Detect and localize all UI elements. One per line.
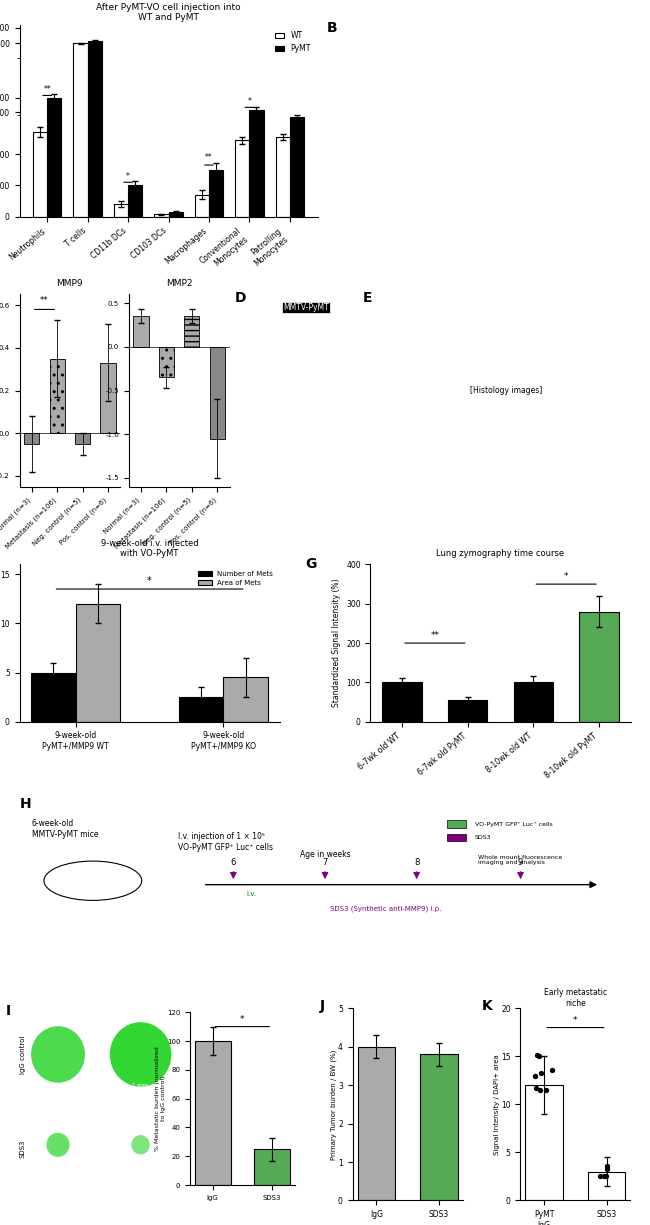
Bar: [447, 821, 465, 828]
Bar: [209, 170, 223, 217]
Text: MMTV-PyMT: MMTV-PyMT: [283, 303, 329, 312]
Text: SDS3 (Synthetic anti-MMP9) i.p.: SDS3 (Synthetic anti-MMP9) i.p.: [330, 905, 442, 913]
Legend: WT, PyMT: WT, PyMT: [272, 28, 314, 56]
Text: 6-week-old
MMTV-PyMT mice: 6-week-old MMTV-PyMT mice: [32, 820, 98, 839]
Point: [594, 1166, 604, 1186]
Text: *: *: [126, 172, 130, 180]
Bar: [250, 110, 263, 217]
Bar: [358, 1047, 395, 1200]
Bar: [75, 604, 120, 722]
Bar: [73, 43, 88, 217]
Bar: [420, 1055, 458, 1200]
Text: [Histology images]: [Histology images]: [470, 386, 543, 394]
Y-axis label: Primary Tumor burden / BW (%): Primary Tumor burden / BW (%): [330, 1050, 337, 1160]
Point: [529, 1066, 539, 1085]
Text: i.v.: i.v.: [246, 892, 257, 898]
Bar: [88, 42, 102, 217]
Text: 9: 9: [518, 858, 523, 867]
Text: [Fluorescence
image]: [Fluorescence image]: [280, 381, 333, 401]
Point: [541, 1080, 551, 1100]
Text: B  [Flow + IHC images]: B [Flow + IHC images]: [433, 116, 530, 125]
Bar: [47, 98, 61, 217]
Text: 8: 8: [414, 858, 419, 867]
Bar: [33, 131, 47, 217]
Title: After PyMT-VO cell injection into
WT and PyMT: After PyMT-VO cell injection into WT and…: [96, 2, 241, 22]
Text: **: **: [44, 86, 51, 94]
Y-axis label: Standardized Signal Intensity (%): Standardized Signal Intensity (%): [332, 578, 341, 707]
Text: B: B: [326, 21, 337, 34]
Text: G: G: [306, 556, 317, 571]
Text: I: I: [6, 1004, 11, 1018]
Bar: [114, 205, 128, 217]
Title: Early metastatic
niche: Early metastatic niche: [544, 989, 607, 1008]
Text: *: *: [573, 1016, 578, 1024]
Text: 7: 7: [322, 858, 328, 867]
Point: [530, 1078, 541, 1098]
Bar: [224, 677, 268, 722]
Text: K: K: [482, 998, 493, 1013]
Bar: [168, 212, 183, 217]
Text: Age in weeks: Age in weeks: [300, 850, 350, 859]
Text: I.v. injection of 1 × 10⁵
VO-PyMT GFP⁺ Luc⁺ cells: I.v. injection of 1 × 10⁵ VO-PyMT GFP⁺ L…: [178, 832, 274, 851]
Bar: [128, 185, 142, 217]
Text: IgG control: IgG control: [20, 1035, 25, 1073]
Text: SDS3: SDS3: [20, 1139, 25, 1158]
Bar: [235, 141, 250, 217]
Bar: [588, 1171, 625, 1200]
Bar: [447, 833, 465, 842]
Bar: [514, 682, 553, 722]
Bar: [382, 682, 422, 722]
Bar: [276, 137, 290, 217]
Text: **: **: [205, 153, 213, 163]
Point: [602, 1156, 612, 1176]
Text: E: E: [363, 290, 372, 305]
Text: D: D: [235, 290, 246, 305]
Text: VO-PyMT GFP⁺ Luc⁺ cells: VO-PyMT GFP⁺ Luc⁺ cells: [474, 822, 552, 827]
Legend: Number of Mets, Area of Mets: Number of Mets, Area of Mets: [195, 568, 276, 589]
Bar: [179, 697, 224, 722]
Point: [601, 1166, 611, 1186]
Text: 6: 6: [231, 858, 236, 867]
Bar: [579, 611, 619, 722]
Text: H: H: [20, 797, 31, 811]
Point: [546, 1061, 556, 1080]
Bar: [525, 1085, 563, 1200]
Text: J: J: [320, 998, 324, 1013]
Title: 9-week-old i.v. injected
with VO-PyMT: 9-week-old i.v. injected with VO-PyMT: [101, 539, 198, 559]
Point: [599, 1166, 609, 1186]
Text: **: **: [430, 631, 439, 639]
Bar: [290, 118, 304, 217]
Text: *: *: [248, 97, 252, 107]
Text: Whole mount fluorescence
imaging and analysis: Whole mount fluorescence imaging and ana…: [478, 855, 562, 865]
Ellipse shape: [44, 861, 142, 900]
Title: Lung zymography time course: Lung zymography time course: [436, 549, 565, 559]
Point: [602, 1160, 612, 1180]
Bar: [154, 214, 168, 217]
Point: [534, 1080, 545, 1100]
Bar: [448, 699, 488, 722]
Y-axis label: Signal Intensity / DAPI+ area: Signal Intensity / DAPI+ area: [493, 1054, 500, 1155]
Bar: [195, 195, 209, 217]
Point: [536, 1063, 547, 1083]
Bar: [31, 673, 75, 722]
Point: [532, 1045, 542, 1065]
Text: *: *: [147, 576, 152, 586]
Text: SDS3: SDS3: [474, 835, 491, 840]
Text: *: *: [564, 572, 568, 581]
Point: [534, 1046, 544, 1066]
